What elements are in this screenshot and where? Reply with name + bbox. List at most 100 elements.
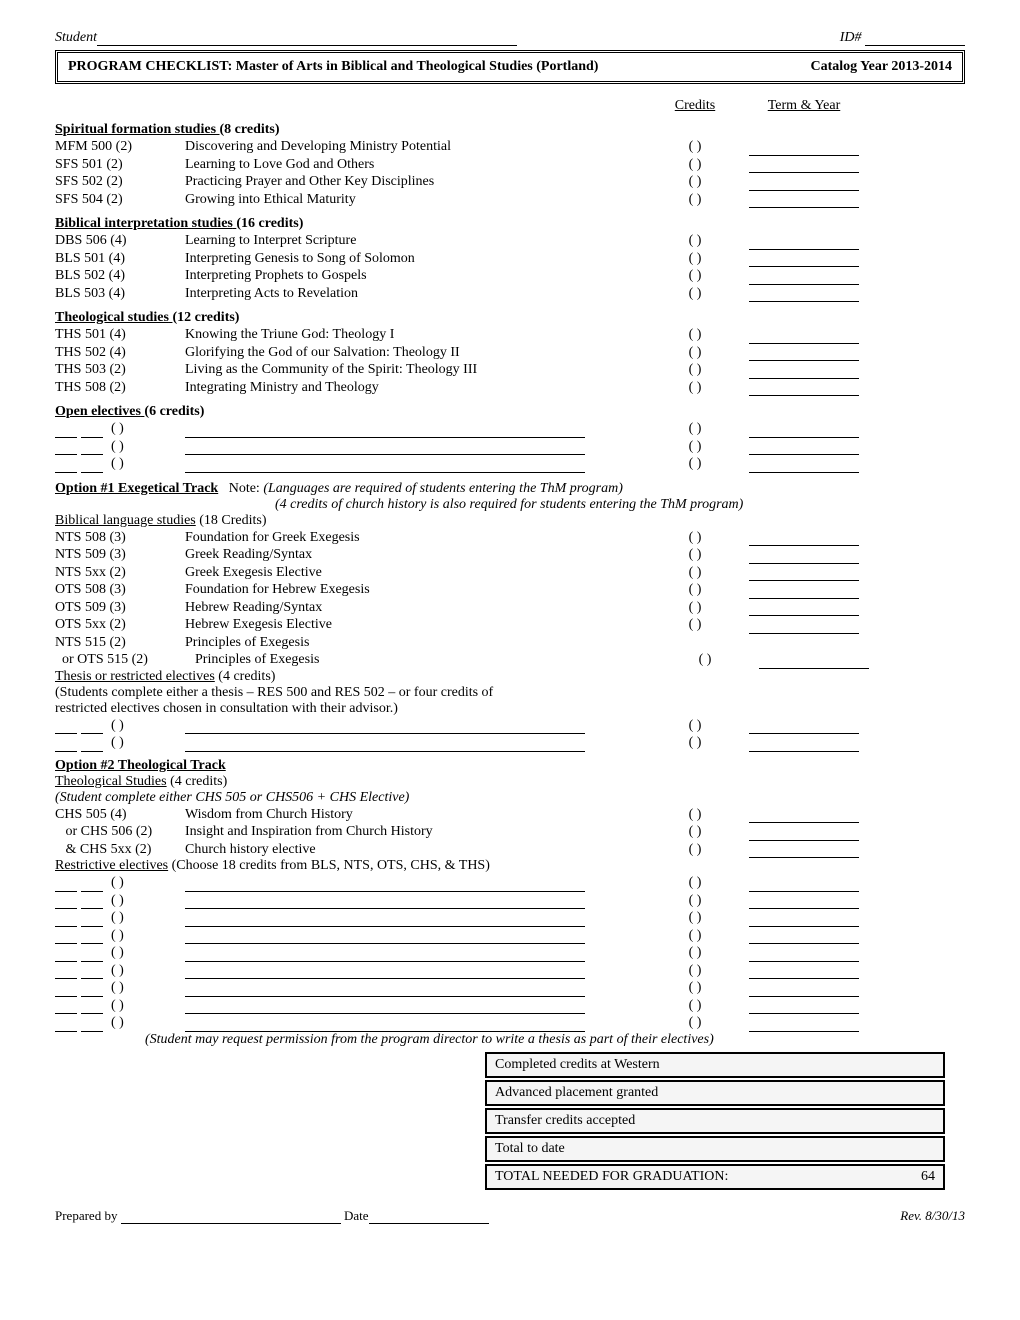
course-blank[interactable]	[185, 964, 585, 979]
thesis-note1: (Students complete either a thesis – RES…	[55, 685, 965, 701]
program-header: PROGRAM CHECKLIST: Master of Arts in Bib…	[55, 50, 965, 84]
course-blank[interactable]	[185, 719, 585, 734]
course-blank[interactable]	[185, 912, 585, 927]
term-blank[interactable]	[749, 549, 859, 564]
column-headers: Credits Term & Year	[55, 98, 965, 114]
summary-row: TOTAL NEEDED FOR GRADUATION:64	[485, 1164, 945, 1190]
option2-sub2: Restrictive electives (Choose 18 credits…	[55, 858, 965, 874]
blank-row: ( ) ( )	[55, 420, 965, 438]
thesis-note2: restricted electives chosen in consultat…	[55, 701, 965, 717]
course-blank[interactable]	[185, 423, 585, 438]
term-blank[interactable]	[749, 1017, 859, 1032]
blank-row: ( ) ( )	[55, 909, 965, 927]
course-row: BLS 502 (4) Interpreting Prophets to Gos…	[55, 267, 965, 285]
student-label: Student	[55, 30, 97, 45]
blank-row: ( ) ( )	[55, 962, 965, 980]
term-blank[interactable]	[749, 877, 859, 892]
course-row: BLS 503 (4) Interpreting Acts to Revelat…	[55, 285, 965, 303]
date-blank[interactable]	[369, 1223, 489, 1224]
course-blank[interactable]	[185, 877, 585, 892]
course-row: NTS 5xx (2) Greek Exegesis Elective ( )	[55, 564, 965, 582]
course-row: OTS 509 (3) Hebrew Reading/Syntax ( )	[55, 599, 965, 617]
blank-row: ( ) ( )	[55, 438, 965, 456]
top-line: Student ID#	[55, 30, 965, 46]
term-blank[interactable]	[749, 193, 859, 208]
blank-row: ( ) ( )	[55, 717, 965, 735]
term-blank[interactable]	[749, 894, 859, 909]
blank-row: ( ) ( )	[55, 944, 965, 962]
term-blank[interactable]	[749, 982, 859, 997]
course-row: OTS 5xx (2) Hebrew Exegesis Elective ( )	[55, 616, 965, 634]
course-blank[interactable]	[185, 737, 585, 752]
term-blank[interactable]	[749, 584, 859, 599]
term-blank[interactable]	[749, 947, 859, 962]
section-option1: Option #1 Exegetical Track Note: (Langua…	[55, 481, 965, 497]
term-blank[interactable]	[749, 808, 859, 823]
course-blank[interactable]	[185, 982, 585, 997]
section-theological: Theological studies (12 credits)	[55, 310, 965, 326]
term-blank[interactable]	[749, 381, 859, 396]
course-blank[interactable]	[185, 947, 585, 962]
course-row: NTS 508 (3) Foundation for Greek Exegesi…	[55, 529, 965, 547]
term-header: Term & Year	[749, 98, 859, 114]
term-blank[interactable]	[749, 364, 859, 379]
id-blank[interactable]	[865, 45, 965, 46]
blank-row: ( ) ( )	[55, 874, 965, 892]
section-open: Open electives (6 credits)	[55, 404, 965, 420]
term-blank[interactable]	[749, 566, 859, 581]
course-row: THS 502 (4) Glorifying the God of our Sa…	[55, 344, 965, 362]
option1-sub2: Thesis or restricted electives (4 credit…	[55, 669, 965, 685]
course-row: NTS 515 (2) Principles of Exegesis	[55, 634, 965, 652]
blank-row: ( ) ( )	[55, 1014, 965, 1032]
term-blank[interactable]	[749, 964, 859, 979]
course-blank[interactable]	[185, 458, 585, 473]
term-blank[interactable]	[749, 235, 859, 250]
credits-header: Credits	[665, 98, 725, 114]
term-blank[interactable]	[749, 619, 859, 634]
term-blank[interactable]	[749, 141, 859, 156]
option1-note2: (4 credits of church history is also req…	[55, 497, 965, 513]
course-blank[interactable]	[185, 1017, 585, 1032]
blank-row: ( ) ( )	[55, 997, 965, 1015]
summary-row: Total to date	[485, 1136, 945, 1162]
option2-note: (Student complete either CHS 505 or CHS5…	[55, 790, 965, 806]
term-blank[interactable]	[749, 719, 859, 734]
term-blank[interactable]	[749, 287, 859, 302]
term-blank[interactable]	[749, 158, 859, 173]
term-blank[interactable]	[749, 458, 859, 473]
option2-sub1: Theological Studies (4 credits)	[55, 774, 965, 790]
term-blank[interactable]	[749, 423, 859, 438]
term-blank[interactable]	[749, 999, 859, 1014]
course-row: OTS 508 (3) Foundation for Hebrew Exeges…	[55, 581, 965, 599]
blank-row: ( ) ( )	[55, 734, 965, 752]
term-blank[interactable]	[749, 737, 859, 752]
course-blank[interactable]	[185, 894, 585, 909]
prepared-blank[interactable]	[121, 1223, 341, 1224]
term-blank[interactable]	[749, 440, 859, 455]
section-biblical: Biblical interpretation studies (16 cred…	[55, 216, 965, 232]
term-blank[interactable]	[749, 826, 859, 841]
term-blank[interactable]	[749, 601, 859, 616]
course-blank[interactable]	[185, 440, 585, 455]
course-row: SFS 501 (2) Learning to Love God and Oth…	[55, 156, 965, 174]
term-blank[interactable]	[749, 329, 859, 344]
term-blank[interactable]	[749, 929, 859, 944]
term-blank[interactable]	[749, 346, 859, 361]
term-blank[interactable]	[749, 176, 859, 191]
course-row: NTS 509 (3) Greek Reading/Syntax ( )	[55, 546, 965, 564]
section-spiritual: Spiritual formation studies (8 credits)	[55, 122, 965, 138]
course-blank[interactable]	[185, 929, 585, 944]
course-row: & CHS 5xx (2) Church history elective ( …	[55, 841, 965, 859]
term-blank[interactable]	[749, 531, 859, 546]
term-blank[interactable]	[749, 843, 859, 858]
footer: Prepared by Date Rev. 8/30/13	[55, 1208, 965, 1224]
term-blank[interactable]	[749, 252, 859, 267]
course-blank[interactable]	[185, 999, 585, 1014]
term-blank[interactable]	[749, 912, 859, 927]
summary-row: Advanced placement granted	[485, 1080, 945, 1106]
course-row: or CHS 506 (2) Insight and Inspiration f…	[55, 823, 965, 841]
rev-label: Rev. 8/30/13	[900, 1208, 965, 1224]
option1-sub1: Biblical language studies (18 Credits)	[55, 513, 965, 529]
term-blank[interactable]	[749, 270, 859, 285]
student-blank[interactable]	[97, 45, 517, 46]
